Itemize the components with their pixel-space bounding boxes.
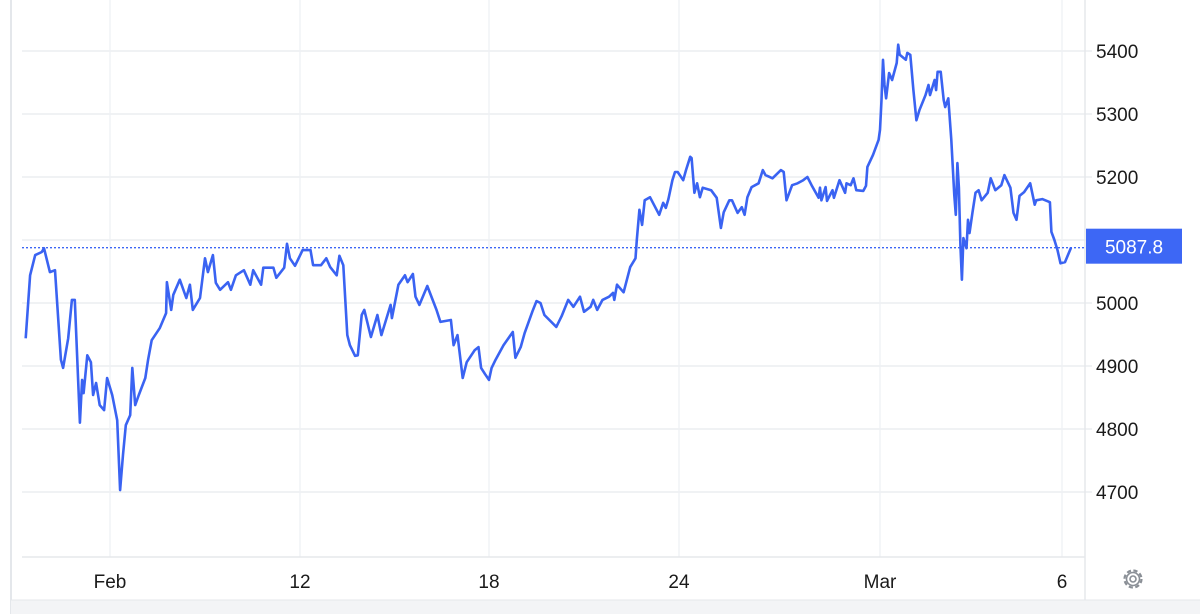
y-tick-label: 4800	[1096, 420, 1138, 441]
x-tick-label: 6	[1057, 572, 1068, 593]
x-tick-label: Feb	[94, 572, 127, 593]
x-tick-label: Mar	[864, 572, 897, 593]
last-price-badge: 5087.8	[1086, 228, 1182, 264]
y-tick-label: 4700	[1096, 483, 1138, 504]
x-tick-label: 12	[289, 572, 310, 593]
y-tick-label: 5000	[1096, 294, 1138, 315]
bottom-strip	[11, 600, 1200, 614]
last-price-badge-bg	[1086, 228, 1182, 264]
gridlines	[22, 0, 1092, 557]
x-tick-label: 18	[478, 572, 499, 593]
last-price-label: 5087.8	[1105, 238, 1163, 259]
y-tick-label: 4900	[1096, 357, 1138, 378]
x-axis-ticks: Feb 12 18 24 Mar 6	[94, 572, 1068, 593]
y-tick-label: 5200	[1096, 168, 1138, 189]
y-tick-label: 5300	[1096, 105, 1138, 126]
y-axis-ticks: 5400 5300 5200 5000 4900 4800 4700	[1096, 42, 1138, 504]
gear-icon[interactable]	[1123, 569, 1143, 589]
y-tick-label: 5400	[1096, 42, 1138, 63]
x-tick-label: 24	[668, 572, 690, 593]
price-series-line	[24, 43, 1073, 492]
